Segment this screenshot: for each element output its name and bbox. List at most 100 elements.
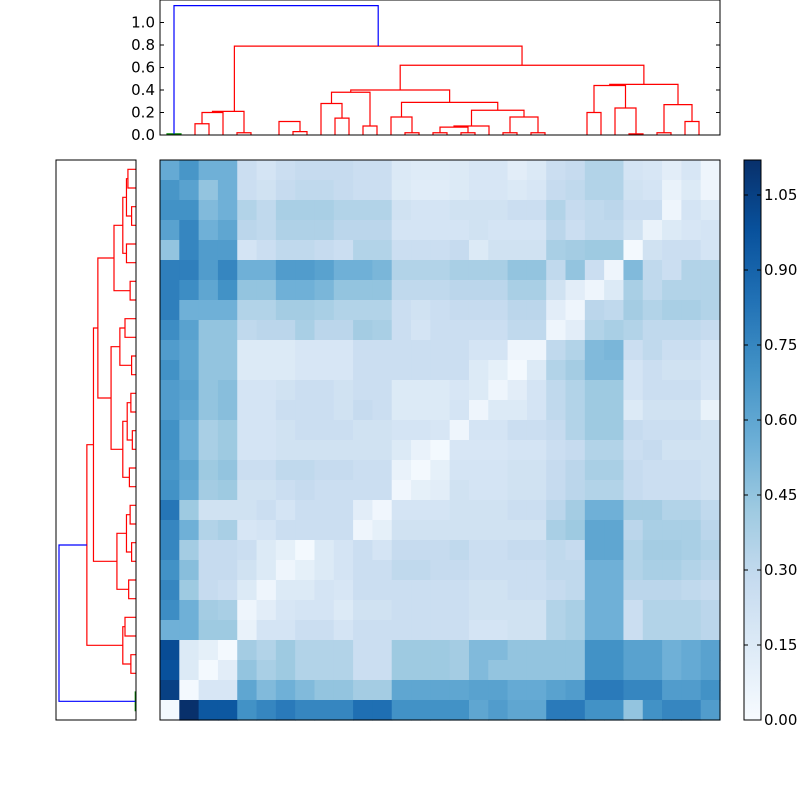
- heatmap-cell: [295, 440, 316, 461]
- heatmap-cell: [584, 420, 605, 441]
- heatmap-cell: [217, 200, 238, 221]
- dendrogram-link: [125, 178, 132, 217]
- heatmap-cell: [468, 680, 489, 701]
- heatmap-cell: [391, 440, 412, 461]
- heatmap-cell: [160, 180, 180, 201]
- heatmap-cell: [372, 400, 393, 421]
- heatmap-cell: [507, 300, 528, 321]
- heatmap-cell: [372, 260, 393, 281]
- heatmap-cell: [256, 520, 277, 541]
- heatmap-cell: [662, 440, 682, 461]
- heatmap-cell: [295, 620, 316, 641]
- heatmap-cell: [179, 420, 200, 441]
- heatmap-cell: [604, 440, 625, 461]
- heatmap-cell: [372, 500, 393, 521]
- heatmap-cell: [604, 620, 625, 641]
- heatmap-cell: [662, 580, 682, 601]
- heatmap-cell: [411, 160, 431, 181]
- heatmap-cell: [623, 300, 644, 321]
- heatmap-cell: [468, 400, 489, 421]
- heatmap-cell: [526, 200, 547, 221]
- heatmap-cell: [681, 640, 702, 661]
- heatmap-cell: [430, 380, 451, 401]
- heatmap-cell: [623, 580, 644, 601]
- heatmap-cell: [546, 680, 567, 701]
- heatmap-cell: [160, 160, 180, 181]
- heatmap-cell: [237, 560, 258, 581]
- heatmap-cell: [681, 220, 702, 241]
- heatmap-cell: [565, 660, 586, 681]
- heatmap-cell: [295, 460, 316, 481]
- dendrogram-link: [320, 102, 343, 135]
- heatmap-cell: [700, 580, 721, 601]
- heatmap-cell: [217, 400, 238, 421]
- heatmap-cell: [526, 560, 547, 581]
- heatmap-cell: [546, 600, 567, 621]
- heatmap-cell: [237, 640, 258, 661]
- heatmap-cell: [160, 400, 180, 421]
- heatmap-cell: [275, 440, 296, 461]
- colorbar-ticks: 0.00 0.15 0.30 0.45 0.60 0.75 0.90 1.05: [744, 186, 797, 729]
- heatmap-cell: [623, 180, 644, 201]
- heatmap-cell: [700, 220, 721, 241]
- heatmap-cell: [700, 600, 721, 621]
- heatmap-cell: [217, 180, 238, 201]
- heatmap-cell: [468, 380, 489, 401]
- heatmap-cell: [565, 520, 586, 541]
- heatmap-cell: [584, 300, 605, 321]
- heatmap-cell: [526, 580, 547, 601]
- heatmap-cell: [372, 200, 393, 221]
- dendrogram-link: [586, 111, 602, 135]
- heatmap-cell: [160, 240, 180, 261]
- heatmap-cell: [256, 480, 277, 501]
- heatmap-cell: [160, 460, 180, 481]
- heatmap-cell: [430, 200, 451, 221]
- heatmap-cell: [700, 620, 721, 641]
- heatmap-cell: [662, 400, 682, 421]
- heatmap-cell: [430, 640, 451, 661]
- heatmap-cell: [217, 680, 238, 701]
- heatmap-cell: [449, 240, 470, 261]
- heatmap-cell: [391, 500, 412, 521]
- heatmap-cell: [237, 380, 258, 401]
- heatmap-cell: [198, 220, 219, 241]
- heatmap-cell: [565, 340, 586, 361]
- heatmap-cell: [507, 600, 528, 621]
- heatmap-cell: [681, 340, 702, 361]
- heatmap-cell: [314, 520, 335, 541]
- dendrogram-link: [122, 626, 131, 665]
- heatmap-cell: [642, 640, 663, 661]
- heatmap-cell: [237, 360, 258, 381]
- heatmap-cell: [411, 200, 431, 221]
- heatmap-cell: [295, 480, 316, 501]
- heatmap-cell: [217, 600, 238, 621]
- heatmap-cell: [546, 180, 567, 201]
- heatmap-cell: [584, 440, 605, 461]
- heatmap-cell: [584, 500, 605, 521]
- colorbar-tick-label: 0.00: [764, 711, 797, 729]
- heatmap-cell: [565, 500, 586, 521]
- heatmap-cell: [488, 440, 509, 461]
- heatmap-cell: [430, 340, 451, 361]
- heatmap-cell: [411, 460, 431, 481]
- heatmap-cell: [468, 620, 489, 641]
- heatmap-cell: [217, 580, 238, 601]
- heatmap-cell: [546, 660, 567, 681]
- heatmap-cell: [256, 420, 277, 441]
- heatmap-cell: [700, 300, 721, 321]
- heatmap-cell: [488, 240, 509, 261]
- heatmap-cell: [179, 220, 200, 241]
- heatmap-cell: [468, 440, 489, 461]
- heatmap-cell: [546, 340, 567, 361]
- heatmap-cell: [488, 520, 509, 541]
- heatmap-cell: [468, 340, 489, 361]
- heatmap-cell: [179, 640, 200, 661]
- heatmap-cell: [256, 320, 277, 341]
- heatmap-cell: [662, 200, 682, 221]
- heatmap-cell: [700, 180, 721, 201]
- heatmap-cell: [449, 220, 470, 241]
- heatmap-cell: [314, 180, 335, 201]
- heatmap-cell: [642, 660, 663, 681]
- heatmap-cell: [237, 680, 258, 701]
- heatmap-cell: [256, 300, 277, 321]
